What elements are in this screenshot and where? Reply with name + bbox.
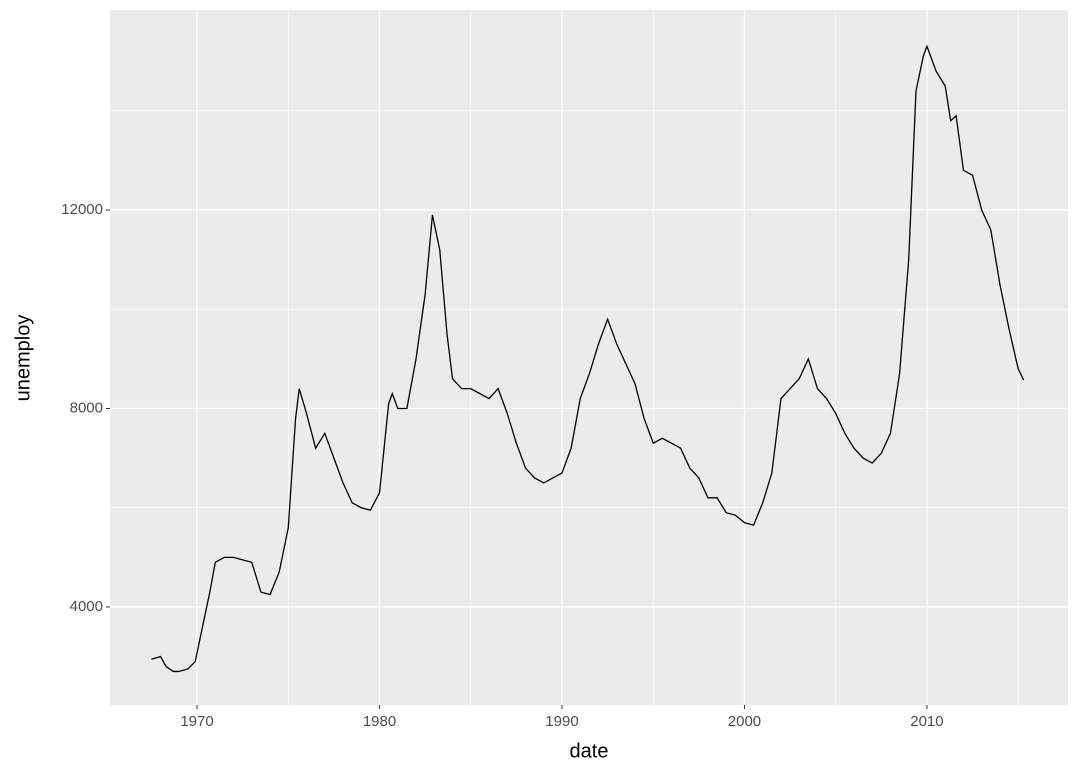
panel — [110, 10, 1068, 705]
x-tick-label: 2010 — [910, 713, 943, 730]
x-tick-label: 2000 — [728, 713, 761, 730]
x-tick-label: 1990 — [545, 713, 578, 730]
y-axis-title: unemploy — [12, 315, 34, 402]
y-tick-label: 12000 — [61, 201, 103, 218]
x-tick-label: 1980 — [363, 713, 396, 730]
y-tick-label: 8000 — [70, 399, 103, 416]
data-line — [151, 44, 1025, 673]
y-tick-label: 4000 — [70, 598, 103, 615]
x-tick-label: 1970 — [180, 713, 213, 730]
x-axis-title: date — [570, 740, 609, 762]
